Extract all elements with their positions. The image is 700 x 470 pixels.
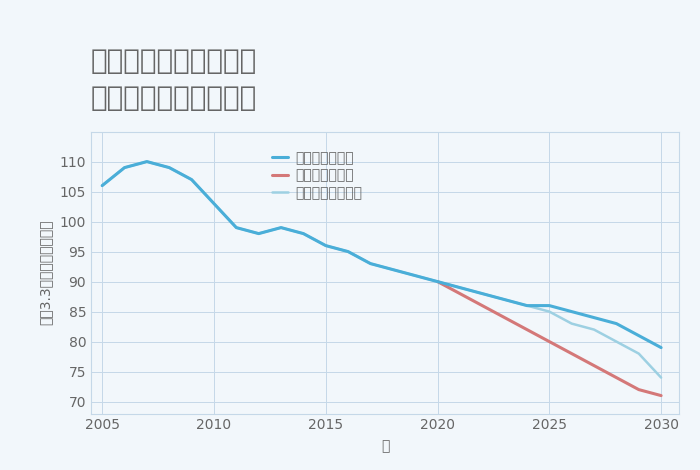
ノーマルシナリオ <box>276 225 285 230</box>
Line: バッドシナリオ: バッドシナリオ <box>438 282 661 396</box>
グッドシナリオ <box>232 225 241 230</box>
バッドシナリオ <box>545 339 554 345</box>
ノーマルシナリオ <box>478 291 486 297</box>
ノーマルシナリオ <box>612 339 621 345</box>
ノーマルシナリオ <box>299 231 307 236</box>
Text: 千葉県白井市清水口の
中古戸建ての価格推移: 千葉県白井市清水口の 中古戸建ての価格推移 <box>91 47 258 112</box>
グッドシナリオ <box>612 321 621 327</box>
Line: グッドシナリオ: グッドシナリオ <box>102 162 661 348</box>
ノーマルシナリオ <box>500 297 509 302</box>
ノーマルシナリオ <box>255 231 263 236</box>
グッドシナリオ <box>411 273 419 278</box>
グッドシナリオ <box>590 315 598 321</box>
バッドシナリオ <box>657 393 665 399</box>
グッドシナリオ <box>366 261 375 266</box>
グッドシナリオ <box>120 165 129 171</box>
ノーマルシナリオ <box>523 303 531 308</box>
X-axis label: 年: 年 <box>381 439 389 454</box>
バッドシナリオ <box>456 291 464 297</box>
グッドシナリオ <box>635 333 643 338</box>
グッドシナリオ <box>98 183 106 188</box>
ノーマルシナリオ <box>635 351 643 356</box>
バッドシナリオ <box>590 363 598 368</box>
ノーマルシナリオ <box>389 267 397 273</box>
グッドシナリオ <box>165 165 174 171</box>
バッドシナリオ <box>568 351 576 356</box>
ノーマルシナリオ <box>433 279 442 284</box>
ノーマルシナリオ <box>98 183 106 188</box>
Legend: グッドシナリオ, バッドシナリオ, ノーマルシナリオ: グッドシナリオ, バッドシナリオ, ノーマルシナリオ <box>267 147 366 204</box>
バッドシナリオ <box>433 279 442 284</box>
グッドシナリオ <box>188 177 196 182</box>
ノーマルシナリオ <box>120 165 129 171</box>
グッドシナリオ <box>657 345 665 351</box>
グッドシナリオ <box>321 243 330 249</box>
グッドシナリオ <box>433 279 442 284</box>
ノーマルシナリオ <box>344 249 352 254</box>
ノーマルシナリオ <box>411 273 419 278</box>
ノーマルシナリオ <box>568 321 576 327</box>
ノーマルシナリオ <box>590 327 598 332</box>
ノーマルシナリオ <box>456 285 464 290</box>
グッドシナリオ <box>568 309 576 314</box>
バッドシナリオ <box>478 303 486 308</box>
グッドシナリオ <box>299 231 307 236</box>
ノーマルシナリオ <box>143 159 151 164</box>
グッドシナリオ <box>210 201 218 206</box>
グッドシナリオ <box>344 249 352 254</box>
Line: ノーマルシナリオ: ノーマルシナリオ <box>102 162 661 377</box>
バッドシナリオ <box>500 315 509 321</box>
バッドシナリオ <box>612 375 621 380</box>
グッドシナリオ <box>545 303 554 308</box>
バッドシナリオ <box>635 387 643 392</box>
Y-axis label: 坪（3.3㎡）単価（万円）: 坪（3.3㎡）単価（万円） <box>38 220 52 325</box>
ノーマルシナリオ <box>210 201 218 206</box>
グッドシナリオ <box>523 303 531 308</box>
グッドシナリオ <box>500 297 509 302</box>
グッドシナリオ <box>143 159 151 164</box>
グッドシナリオ <box>478 291 486 297</box>
ノーマルシナリオ <box>232 225 241 230</box>
バッドシナリオ <box>523 327 531 332</box>
グッドシナリオ <box>276 225 285 230</box>
ノーマルシナリオ <box>545 309 554 314</box>
ノーマルシナリオ <box>321 243 330 249</box>
ノーマルシナリオ <box>366 261 375 266</box>
ノーマルシナリオ <box>188 177 196 182</box>
グッドシナリオ <box>255 231 263 236</box>
ノーマルシナリオ <box>657 375 665 380</box>
ノーマルシナリオ <box>165 165 174 171</box>
グッドシナリオ <box>389 267 397 273</box>
グッドシナリオ <box>456 285 464 290</box>
